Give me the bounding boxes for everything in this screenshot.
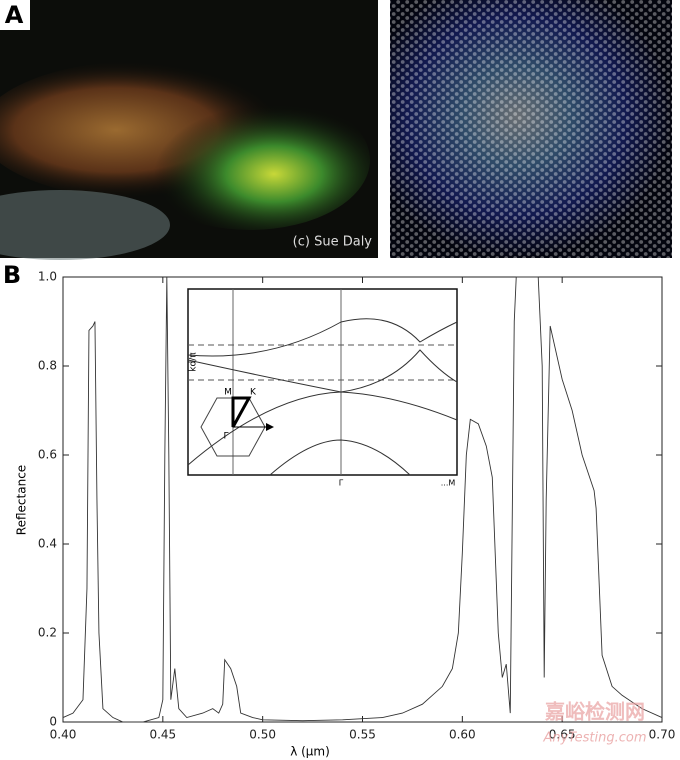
- y-tick-label: 0: [49, 715, 57, 729]
- inset-gamma-label: Γ: [223, 432, 228, 442]
- photo-detail: [130, 90, 370, 230]
- inset-k-label: K: [250, 388, 257, 398]
- photo-credit: (c) Sue Daly: [293, 235, 373, 250]
- x-axis-label: λ (μm): [290, 745, 330, 759]
- inset-x-tick: ...M: [441, 479, 456, 488]
- watermark: 嘉峪检测网: [544, 700, 645, 724]
- x-tick-label: 0.40: [50, 728, 77, 742]
- photo-detail: [390, 0, 672, 258]
- inset-band: [187, 349, 458, 393]
- inset-band: [269, 439, 411, 476]
- label-box: [0, 0, 30, 30]
- y-tick-label: 0.2: [38, 626, 57, 640]
- watermark: AnyTesting.com: [542, 731, 646, 746]
- y-axis-label: Reflectance: [15, 465, 29, 535]
- inset-band: [187, 391, 458, 466]
- inset: kd/π M K Γ Γ ...M: [187, 288, 458, 488]
- x-tick-label: 0.65: [549, 728, 576, 742]
- arrow-head: [266, 423, 274, 431]
- x-tick-label: 0.45: [149, 728, 176, 742]
- x-tick-label: 0.55: [349, 728, 376, 742]
- y-tick-label: 0.6: [38, 448, 57, 462]
- plot: 0 0.2 0.4 0.6 0.8 1.0 0.40 0.45 0.50 0.55 0.60 0.65…: [38, 270, 675, 742]
- x-tick-label: 0.50: [249, 728, 276, 742]
- x-tick-label: 0.60: [449, 728, 476, 742]
- panel-label: B: [3, 261, 21, 289]
- reflectance-line: [62, 276, 663, 723]
- inset-frame: [187, 288, 458, 476]
- y-tick-label: 1.0: [38, 270, 57, 284]
- inset-band: [187, 318, 458, 357]
- k-path: [231, 396, 252, 428]
- inset-x-tick: Γ: [339, 479, 344, 488]
- inset-y-label: kd/π: [189, 352, 199, 372]
- y-tick-label: 0.8: [38, 359, 57, 373]
- x-tick-label: 0.70: [649, 728, 676, 742]
- y-tick-label: 0.4: [38, 537, 57, 551]
- panel-label: A: [5, 1, 24, 29]
- photo-detail: [0, 190, 170, 260]
- inset-m-label: M: [224, 388, 232, 398]
